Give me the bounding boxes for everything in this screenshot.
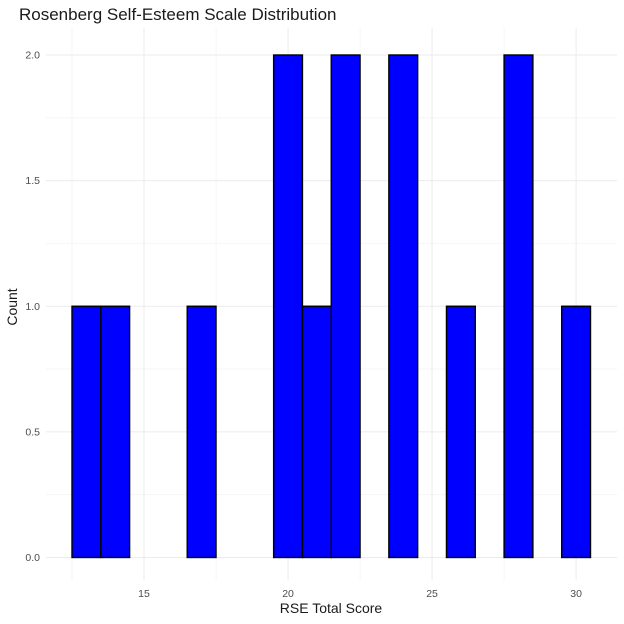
histogram-bar xyxy=(388,54,419,559)
histogram-bar xyxy=(186,305,217,559)
y-tick-labels: 0.0 0.5 1.0 1.5 2.0 xyxy=(25,50,40,565)
y-tick-label: 2.0 xyxy=(25,50,40,62)
x-tick-labels: 15 20 25 30 xyxy=(138,588,582,600)
histogram-bar xyxy=(272,54,304,559)
histogram-bar xyxy=(330,54,361,559)
chart-title: Rosenberg Self-Esteem Scale Distribution xyxy=(19,5,336,24)
y-tick-label: 0.5 xyxy=(25,426,40,438)
histogram-bar xyxy=(100,305,131,559)
histogram-bar xyxy=(560,305,592,559)
y-tick-label: 1.5 xyxy=(25,175,40,187)
y-tick-label: 0.0 xyxy=(25,552,40,564)
y-tick-label: 1.0 xyxy=(25,301,40,313)
histogram-bar xyxy=(445,305,476,559)
x-tick-label: 30 xyxy=(570,588,582,600)
histogram-bar xyxy=(301,305,332,559)
bars-layer xyxy=(71,54,592,559)
histogram-bar xyxy=(503,54,534,559)
x-tick-label: 15 xyxy=(138,588,150,600)
x-axis-title: RSE Total Score xyxy=(280,600,383,616)
x-tick-label: 20 xyxy=(282,588,294,600)
y-axis-title: Count xyxy=(4,288,20,325)
histogram-bar xyxy=(71,305,102,559)
x-tick-label: 25 xyxy=(426,588,438,600)
